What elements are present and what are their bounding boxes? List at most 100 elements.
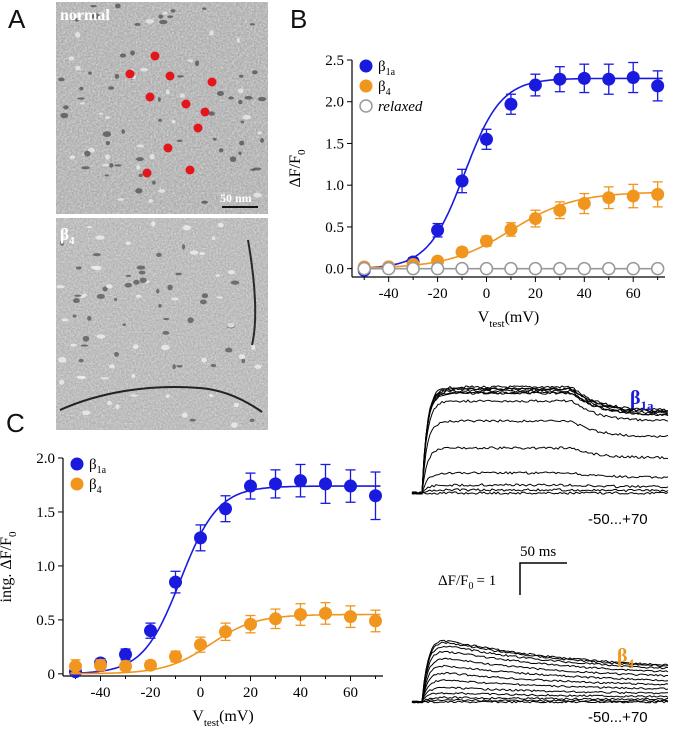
- x-tick-label: 20: [243, 685, 258, 701]
- em-particle: [199, 299, 207, 305]
- data-point: [626, 71, 640, 85]
- em-particle: [238, 74, 244, 78]
- em-particle: [236, 37, 240, 43]
- em-particle: [257, 96, 267, 102]
- x-axis-label-sub: test: [204, 717, 219, 729]
- data-point: [144, 624, 157, 638]
- em-particle: [139, 277, 147, 283]
- em-red-dot: [145, 92, 155, 102]
- em-particle: [230, 422, 238, 428]
- em-particle: [96, 294, 105, 299]
- em-particle: [156, 288, 160, 294]
- trace-line: [411, 657, 668, 704]
- x-tick-label: 20: [528, 286, 543, 302]
- em-particle: [76, 375, 85, 379]
- panel-letter-b: B: [290, 4, 307, 34]
- data-point: [577, 71, 591, 85]
- em-particle: [79, 102, 85, 105]
- data-point: [651, 79, 665, 93]
- x-axis-label-sub: test: [489, 318, 504, 330]
- trace-line: [411, 639, 669, 704]
- em-particle: [77, 97, 85, 100]
- em-particles: [56, 221, 262, 428]
- data-point: [479, 261, 494, 276]
- em-particle: [244, 95, 253, 100]
- em-particle: [238, 354, 246, 360]
- trace-line: [411, 645, 669, 703]
- em-particle: [201, 200, 208, 204]
- em-particle: [79, 86, 84, 91]
- em-particle: [162, 331, 170, 335]
- em-particle: [114, 164, 122, 167]
- em-particle: [82, 293, 87, 297]
- data-point: [553, 261, 567, 276]
- em-particle: [210, 363, 217, 368]
- x-axis-label-unit: (mV): [219, 708, 254, 725]
- em-particle: [136, 164, 141, 170]
- em-particle: [114, 297, 118, 301]
- data-point: [144, 658, 157, 672]
- em-particle: [217, 222, 224, 228]
- em-particle: [208, 393, 214, 398]
- em-particle: [251, 344, 256, 351]
- panel-letter-c: C: [6, 408, 25, 438]
- trace-line: [411, 691, 669, 704]
- legend-label: β4: [378, 79, 391, 98]
- legend-marker: [70, 477, 84, 491]
- x-tick-label: 0: [483, 286, 491, 302]
- em-particle: [158, 118, 162, 122]
- data-point: [344, 479, 357, 493]
- em-particle: [115, 3, 121, 9]
- trace-line: [411, 700, 669, 704]
- data-point: [244, 479, 257, 493]
- em-red-dot: [207, 77, 217, 87]
- trace-line: [411, 389, 669, 495]
- em-particle: [136, 144, 144, 148]
- data-point: [406, 261, 420, 276]
- em-particle: [74, 18, 79, 22]
- x-axis-label: Vtest(mV): [192, 708, 254, 729]
- em-particle: [90, 5, 97, 8]
- em-particle: [130, 50, 135, 56]
- em-particle: [106, 284, 113, 289]
- em-particle: [260, 138, 265, 143]
- traces-range-beta1a: -50...+70: [588, 511, 648, 528]
- legend-marker: [359, 79, 373, 93]
- chart-c: -40 -20 0 20 40 6000.51.01.52.0Vtest(mV)intg.…: [0, 451, 383, 729]
- em-particle: [151, 221, 156, 227]
- data-point: [169, 575, 182, 589]
- em-particle: [228, 96, 234, 100]
- em-particle: [70, 343, 78, 347]
- em-particle: [138, 270, 146, 275]
- em-particle: [176, 365, 183, 368]
- em-image-normal: normal 50 nm: [56, 2, 268, 214]
- data-point: [626, 189, 640, 203]
- trace-line: [411, 483, 669, 495]
- em-particle: [209, 30, 214, 36]
- trace-line: [411, 399, 669, 495]
- em-particle: [68, 56, 75, 61]
- data-point: [650, 261, 665, 276]
- em-particle: [218, 148, 224, 153]
- em-particle: [158, 304, 162, 308]
- em-particle: [240, 120, 245, 124]
- legend-label: relaxed: [378, 99, 423, 115]
- em-particle: [157, 97, 161, 102]
- em-particle: [242, 114, 252, 120]
- em-particle: [163, 317, 170, 321]
- em-particle: [138, 173, 143, 178]
- em-particle: [156, 252, 162, 258]
- em-particle: [56, 285, 65, 289]
- em-membrane-fold: [59, 385, 263, 413]
- y-axis-label-main: intg. ΔF/F: [0, 537, 15, 603]
- trace-scale-bar-time: 50 ms: [520, 544, 556, 560]
- em-particle: [181, 244, 186, 250]
- em-particle: [135, 188, 143, 194]
- em-particle: [87, 147, 96, 153]
- y-tick-label: 1.5: [36, 505, 55, 521]
- em-particle: [131, 373, 136, 379]
- em-particle: [208, 111, 215, 116]
- x-tick-label: 40: [577, 286, 592, 302]
- em-particle: [81, 166, 90, 170]
- x-axis-label-main: V: [192, 708, 204, 725]
